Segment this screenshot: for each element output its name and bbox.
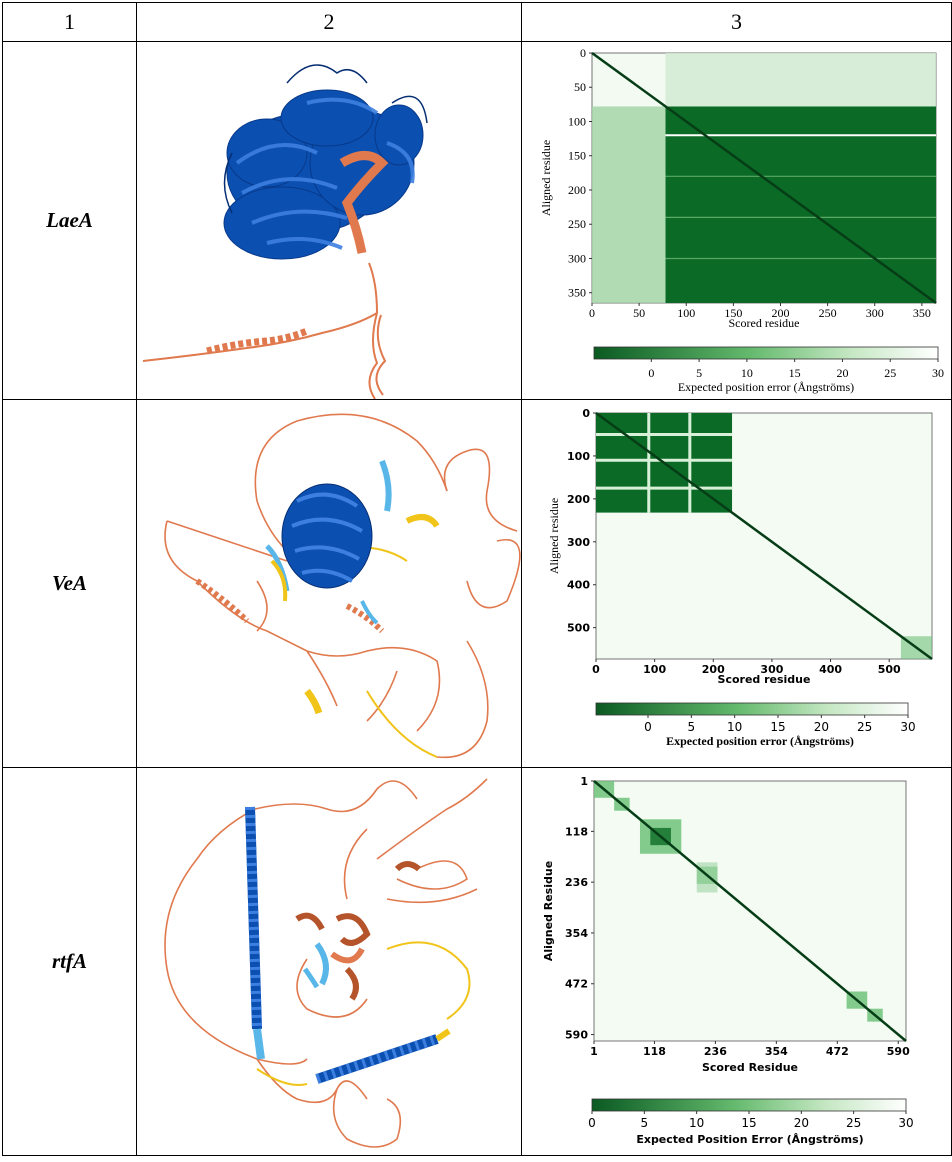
pae-ytick: 500 — [567, 621, 590, 634]
pae-xtick: 236 — [704, 1045, 727, 1058]
pae-ytick: 118 — [565, 825, 588, 838]
colorbar-laea — [593, 346, 939, 359]
header-row: 1 2 3 — [2, 2, 952, 42]
pae-ytick: 200 — [568, 182, 586, 196]
colorbar-rtfa — [591, 1098, 907, 1111]
pae-ytick: 300 — [567, 535, 590, 548]
pae-ytick: 100 — [568, 114, 586, 128]
colorbar-vea — [595, 702, 909, 715]
table-row-rtfa: rtfA — [2, 767, 952, 1156]
pae-ylabel-rtfa: Aligned Residue — [542, 860, 555, 960]
colorbar-tick: 0 — [644, 720, 652, 734]
colorbar-label-rtfa: Expected Position Error (Ångströms) — [636, 1133, 863, 1146]
colorbar-tick: 30 — [900, 720, 915, 734]
colorbar-tick: 5 — [641, 1116, 649, 1130]
pae-xtick: 350 — [913, 306, 931, 320]
pae-block-left — [592, 105, 666, 303]
colorbar-tick: 25 — [884, 366, 896, 380]
column-header-3: 3 — [521, 2, 952, 42]
pae-xtick: 590 — [887, 1045, 910, 1058]
pae-ytick: 354 — [565, 926, 588, 939]
colorbar-tick: 25 — [857, 720, 872, 734]
colorbar-tick: 0 — [588, 1116, 596, 1130]
colorbar-tick: 10 — [689, 1116, 704, 1130]
colorbar-tick: 5 — [696, 366, 702, 380]
table-row-laea: LaeA — [2, 41, 952, 400]
pae-diagonal — [593, 779, 907, 1042]
protein-structure-vea-icon — [164, 413, 521, 758]
pae-xtick: 0 — [589, 306, 595, 320]
pae-xtick: 200 — [771, 306, 789, 320]
pae-ytick: 100 — [567, 449, 590, 462]
pae-diagonal — [591, 51, 937, 304]
pae-chart-rtfa: 1 1 118 118 236 236 354 354 472 472 590 590 Scored … — [542, 775, 914, 1146]
pae-block-top — [665, 52, 936, 106]
gene-name-laea: LaeA — [46, 208, 93, 232]
pae-xtick: 472 — [826, 1045, 849, 1058]
pae-xtick: 354 — [765, 1045, 788, 1058]
colorbar-label-vea: Expected position error (Ångströms) — [666, 734, 854, 748]
table-row-vea: VeA — [2, 399, 952, 768]
colorbar-tick: 25 — [846, 1116, 861, 1130]
pae-ytick: 350 — [568, 285, 586, 299]
pae-ytick: 400 — [567, 578, 590, 591]
pae-xlabel-vea: Scored residue — [718, 673, 811, 686]
pae-xtick: 1 — [590, 1045, 598, 1058]
pae-xtick: 400 — [819, 663, 842, 676]
pae-ytick: 250 — [568, 217, 586, 231]
pae-xtick: 150 — [724, 306, 742, 320]
pae-ytick: 236 — [565, 876, 588, 889]
pae-diagonal — [595, 411, 933, 660]
pae-ytick: 590 — [565, 1028, 588, 1041]
pae-xlabel-laea: Scored residue — [729, 316, 800, 330]
gene-name-rtfa: rtfA — [51, 949, 87, 973]
pae-xtick: 300 — [866, 306, 884, 320]
pae-xtick: 100 — [677, 306, 695, 320]
colorbar-tick: 10 — [727, 720, 742, 734]
colorbar-tick: 15 — [741, 1116, 756, 1130]
pae-ytick: 150 — [568, 148, 586, 162]
pae-ytick: 472 — [565, 977, 588, 990]
pae-xtick: 500 — [878, 663, 901, 676]
colorbar-tick: 15 — [789, 366, 801, 380]
column-header-2: 2 — [136, 2, 522, 42]
pae-xlabel-rtfa: Scored Residue — [702, 1061, 798, 1074]
column-header-1: 1 — [2, 2, 137, 42]
colorbar-tick: 30 — [932, 366, 944, 380]
pae-xtick: 300 — [760, 663, 783, 676]
colorbar-tick: 20 — [794, 1116, 809, 1130]
pae-ytick: 0 — [580, 46, 586, 60]
pae-xtick: 200 — [702, 663, 725, 676]
pae-ytick: 300 — [568, 251, 586, 265]
protein-structure-laea-icon — [142, 63, 428, 399]
colorbar-label-laea: Expected position error (Ångströms) — [678, 380, 854, 394]
pae-xtick: 100 — [643, 663, 666, 676]
pae-ytick: 200 — [567, 492, 590, 505]
pae-xtick: 250 — [819, 306, 837, 320]
colorbar-tick: 0 — [648, 366, 654, 380]
pae-ytick: 50 — [574, 80, 586, 94]
colorbar-tick: 10 — [741, 366, 753, 380]
pae-xtick: 0 — [592, 663, 600, 676]
colorbar-tick: 5 — [688, 720, 696, 734]
pae-ylabel-vea: Aligned residue — [547, 497, 561, 573]
pae-block — [696, 861, 718, 892]
pae-ytick: 0 — [582, 407, 590, 420]
pae-ylabel-laea: Aligned residue — [539, 139, 553, 215]
pae-chart-laea: 0050501001001501502002002502503003003503… — [539, 46, 944, 394]
pae-ytick: 1 — [580, 775, 588, 788]
pae-xtick: 118 — [643, 1045, 666, 1058]
pae-xtick: 50 — [633, 306, 645, 320]
colorbar-tick: 30 — [898, 1116, 913, 1130]
colorbar-tick: 20 — [836, 366, 848, 380]
gene-name-vea: VeA — [51, 571, 87, 595]
colorbar-tick: 20 — [814, 720, 829, 734]
protein-structure-rtfa-icon — [164, 777, 488, 1148]
colorbar-tick: 15 — [770, 720, 785, 734]
